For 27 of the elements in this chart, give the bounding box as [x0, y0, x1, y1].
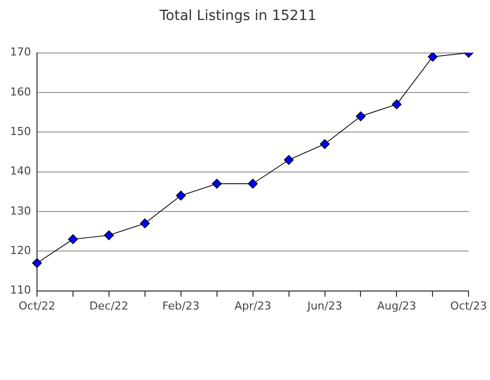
y-tick-label: 170	[10, 46, 31, 59]
point	[392, 99, 402, 110]
x-tick-label: Jun/23	[306, 299, 342, 312]
y-tick-label: 160	[10, 85, 31, 98]
y-tick-label: 140	[10, 164, 31, 178]
point	[140, 218, 150, 228]
point	[176, 190, 186, 200]
point	[320, 139, 330, 149]
point	[284, 155, 294, 165]
chart-title: Total Listings in 15211	[158, 8, 316, 24]
x-tick-label: Oct/23	[450, 299, 488, 312]
x-tick-label: Aug/23	[377, 299, 416, 312]
point	[428, 52, 438, 62]
x-tick-label: Feb/23	[162, 299, 200, 312]
x-tick-label: Dec/22	[89, 299, 128, 312]
point	[32, 258, 42, 268]
point	[212, 178, 222, 189]
y-tick-label: 120	[10, 244, 31, 257]
point	[68, 234, 78, 244]
x-tick-label: Oct/22	[18, 299, 56, 312]
y-tick-label: 150	[10, 124, 31, 138]
y-tick-label: 130	[10, 204, 31, 218]
point	[248, 178, 258, 189]
point	[356, 111, 366, 122]
y-tick-label: 110	[10, 284, 31, 297]
x-tick-label: Apr/23	[234, 299, 272, 312]
point	[104, 230, 114, 240]
